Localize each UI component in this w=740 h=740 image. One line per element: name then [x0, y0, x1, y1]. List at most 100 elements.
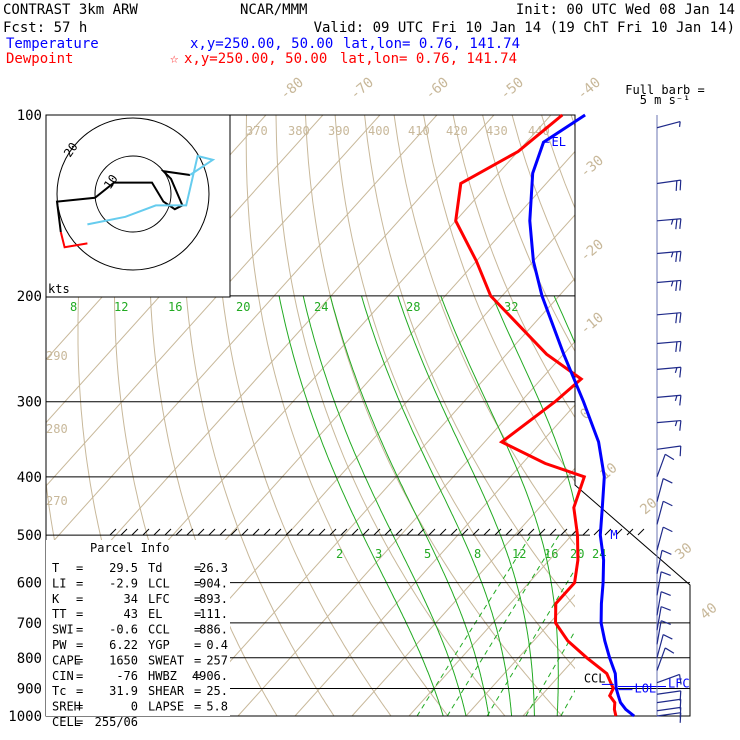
- barb-feather: [679, 218, 682, 229]
- parcel-value: 4906.: [192, 669, 228, 683]
- hatch-mark: [329, 528, 337, 536]
- barb-staff: [656, 526, 664, 551]
- hatch-mark: [219, 528, 227, 536]
- isotherm-line: [694, 115, 740, 716]
- wind-barb: [656, 634, 673, 658]
- barb-feather: [679, 312, 682, 323]
- isotherm-line: [180, 277, 575, 716]
- isotherm-line: [522, 657, 575, 716]
- dry-adiabat-line: [570, 115, 575, 128]
- parcel-key: Tc: [52, 684, 66, 698]
- hatch-mark: [494, 528, 502, 536]
- temperature-legend: Temperature: [6, 36, 99, 52]
- isotherm-label: 40: [697, 600, 720, 623]
- parcel-info-panel: Parcel Info T = 29.5 Td =26.3LI = -2.9 LCL =904.…: [46, 540, 230, 729]
- hatch-mark: [472, 528, 480, 536]
- isotherm-label: -60: [422, 75, 452, 104]
- hatch-mark: [604, 528, 612, 536]
- barb-feather: [675, 312, 678, 324]
- theta-e-label: 16: [168, 300, 182, 314]
- theta-e-label: 8: [70, 300, 77, 314]
- dry-adiabat-line: [511, 115, 575, 284]
- barb-feather: [679, 280, 682, 291]
- hatch-mark: [560, 528, 568, 536]
- barb-feather: [662, 634, 673, 640]
- wind-barb: [656, 340, 682, 352]
- parcel-eq: =: [194, 653, 201, 667]
- level-label-m: M: [610, 528, 617, 542]
- hatch-mark: [461, 528, 469, 536]
- barb-feather: [662, 500, 673, 507]
- barb-feather: [660, 620, 671, 625]
- parcel-value: 886.: [199, 623, 228, 637]
- hatch-mark: [538, 528, 546, 536]
- barb-staff: [656, 120, 681, 129]
- isotherm-label: -70: [347, 75, 377, 104]
- parcel-eq: =: [76, 607, 83, 621]
- parcel-value: 893.: [199, 592, 228, 606]
- dry-adiabat-line: [393, 115, 575, 546]
- barb-feather: [664, 453, 675, 461]
- barb-feather: [670, 280, 674, 287]
- wind-barbs: [656, 120, 682, 723]
- barb-staff: [656, 454, 666, 478]
- dry-adiabat-line: [689, 115, 740, 716]
- theta-label: 370: [246, 124, 268, 138]
- parcel-key: LAPSE: [148, 700, 184, 714]
- isotherm-line: [408, 530, 575, 716]
- isotherm-lines: [46, 115, 740, 716]
- barb-feather: [670, 219, 674, 225]
- isotherm-label: -30: [577, 153, 607, 182]
- hatch-mark: [263, 528, 271, 536]
- hatch-mark: [417, 528, 425, 536]
- parcel-key: CAPE: [52, 653, 81, 667]
- parcel-eq: =: [76, 715, 83, 729]
- barb-feather: [679, 420, 682, 431]
- theta-label: 390: [328, 124, 350, 138]
- mixing-ratio-line: [416, 534, 532, 716]
- wind-barb: [656, 620, 671, 645]
- parcel-eq: =: [76, 576, 83, 590]
- forecast-hour: Fcst: 57 h: [3, 20, 87, 36]
- parcel-key: YGP: [148, 638, 170, 652]
- barb-staff: [656, 591, 662, 616]
- parcel-key: LCL: [148, 576, 170, 590]
- barb-feather: [660, 591, 671, 596]
- hatch-band: [109, 528, 645, 536]
- level-label-el: EL: [551, 135, 565, 149]
- level-label-ccl: CCL: [584, 671, 606, 685]
- hatch-mark: [582, 528, 590, 536]
- pressure-label-700: 700: [17, 616, 42, 632]
- parcel-eq: =: [194, 561, 201, 575]
- barb-feather: [678, 674, 682, 685]
- wind-barb: [656, 312, 682, 324]
- hatch-mark: [615, 528, 623, 536]
- parcel-key: TT: [52, 607, 66, 621]
- parcel-value: 0.4: [206, 638, 228, 652]
- barb-key-units: 5 m s⁻¹: [640, 93, 691, 107]
- hatch-mark: [307, 528, 315, 536]
- isotherm-line: [46, 115, 438, 551]
- hodograph-ring-label: 20: [61, 140, 81, 160]
- barb-key: Full barb =: [625, 83, 704, 97]
- hatch-mark: [131, 528, 139, 536]
- hodograph-inner-label: 10: [101, 172, 121, 192]
- hatch-mark: [373, 528, 381, 536]
- pressure-label-900: 900: [17, 681, 42, 697]
- barb-staff: [656, 634, 664, 658]
- dry-adiabat-line: [601, 115, 740, 716]
- hatch-mark: [362, 528, 370, 536]
- hodograph-units: kts: [48, 282, 70, 296]
- parcel-value: 904.: [199, 576, 228, 590]
- theta-label: 410: [408, 124, 430, 138]
- dry-adiabat-line: [275, 115, 506, 716]
- wind-barb: [656, 549, 672, 574]
- dewpoint-line: [454, 113, 618, 717]
- parcel-value: 6.22: [109, 638, 138, 652]
- parcel-value: 5.8: [206, 700, 228, 714]
- mixing-ratio-label: 5: [424, 547, 431, 561]
- pressure-label-200: 200: [17, 289, 42, 305]
- parcel-eq: =: [194, 700, 201, 714]
- hatch-mark: [395, 528, 403, 536]
- mixing-ratio-label: 3: [375, 547, 382, 561]
